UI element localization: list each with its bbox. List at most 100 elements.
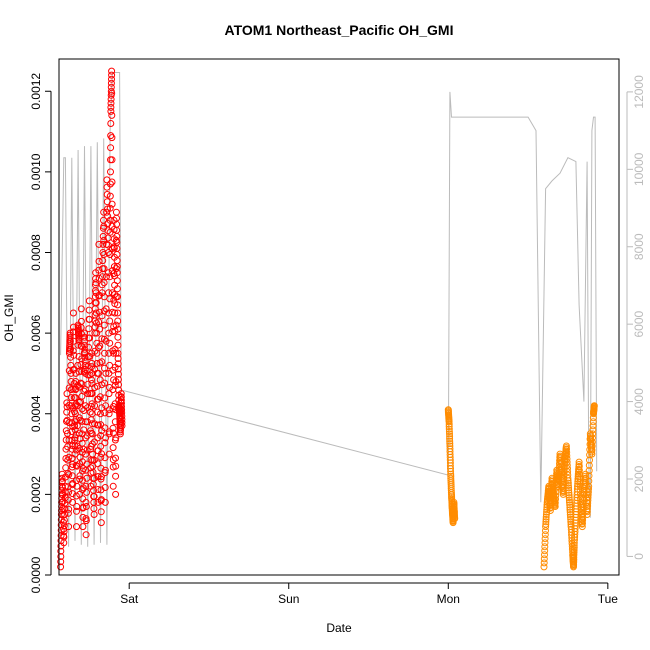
- series-1-point: [103, 208, 111, 216]
- y2-tick-label: 6000: [632, 310, 646, 337]
- series-2-point: [567, 518, 575, 526]
- series-2-point: [588, 442, 596, 450]
- series-1-point: [97, 519, 105, 527]
- series-2-point: [567, 520, 575, 528]
- series-1-point: [88, 390, 96, 398]
- series-2-point: [542, 527, 549, 535]
- series-2-point: [565, 491, 573, 499]
- series-1-point: [106, 317, 114, 325]
- series-1-point: [72, 369, 80, 377]
- series-1-point: [100, 321, 108, 329]
- series-1-point: [64, 483, 72, 491]
- series-1-point: [112, 434, 120, 442]
- series-1-point: [109, 444, 117, 452]
- series-1-point: [114, 370, 122, 378]
- series-1-point: [81, 361, 89, 369]
- series-2-point: [565, 494, 573, 502]
- series-1-point: [101, 394, 109, 402]
- series-1-point: [112, 454, 119, 462]
- series-2-point: [564, 479, 572, 487]
- series-2-point: [542, 511, 550, 518]
- series-1-point: [105, 450, 113, 458]
- series-1-point: [113, 269, 121, 277]
- series-1-point: [101, 349, 108, 357]
- series-2-point: [579, 516, 587, 524]
- series-2-point: [589, 422, 597, 430]
- series-2-point: [446, 432, 454, 440]
- series-1-point: [65, 488, 73, 496]
- series-1-point: [108, 200, 116, 208]
- y-axis-label: OH_GMI: [2, 294, 16, 341]
- series-1-point: [114, 376, 122, 383]
- series-1-point: [76, 435, 84, 443]
- series-2-point: [565, 489, 573, 497]
- series-2-point: [563, 458, 571, 466]
- series-1-point: [81, 353, 89, 361]
- series-1-point: [105, 329, 113, 337]
- series-2-point: [588, 438, 596, 446]
- series-1-point: [113, 285, 121, 293]
- series-1-point: [82, 498, 90, 506]
- series-1-point: [81, 333, 89, 341]
- series-2-point: [447, 467, 455, 475]
- series-1-point: [107, 168, 114, 176]
- series-1-point: [112, 208, 120, 216]
- series-1-point: [81, 345, 89, 353]
- series-1-point: [105, 410, 113, 418]
- series-1-point: [101, 439, 109, 447]
- series-2-point: [551, 503, 559, 510]
- series-1-point: [105, 269, 112, 277]
- series-2-point: [541, 531, 549, 539]
- series-2-point: [582, 470, 589, 478]
- series-1-point: [108, 75, 115, 83]
- series-1-point: [66, 329, 74, 337]
- series-1-point: [114, 325, 122, 333]
- series-1-point: [114, 333, 122, 341]
- series-2-point: [541, 551, 548, 559]
- series-1-point: [85, 297, 93, 305]
- series-1-point: [110, 263, 118, 271]
- series-2-point: [570, 558, 578, 566]
- series-2-point: [588, 446, 596, 454]
- series-1-point: [69, 309, 77, 317]
- series-1-point: [88, 376, 95, 384]
- series-1-point: [101, 484, 109, 491]
- series-2-point: [570, 546, 578, 554]
- series-1-point: [81, 341, 89, 349]
- series-2-point: [585, 477, 593, 485]
- series-1-point: [73, 422, 81, 430]
- series-2-point: [542, 520, 550, 528]
- series-1-point: [106, 216, 114, 224]
- series-1-point: [84, 390, 92, 398]
- series-1-point: [83, 460, 91, 468]
- series-2-point: [589, 418, 597, 426]
- series-1-point: [85, 343, 92, 351]
- series-2-point: [540, 559, 548, 567]
- series-1-point: [101, 409, 109, 417]
- series-1-point: [65, 471, 73, 479]
- series-2-point: [575, 458, 583, 466]
- series-1-point: [72, 446, 80, 454]
- series-1-point: [79, 523, 87, 531]
- series-1-point: [75, 368, 83, 376]
- series-1-point: [77, 317, 85, 325]
- series-1-point: [71, 450, 79, 458]
- series-2-point: [541, 543, 549, 551]
- series-1-point: [99, 240, 107, 248]
- series-2-point: [447, 488, 455, 496]
- points-layer: [57, 67, 598, 571]
- series-1-point: [114, 365, 122, 373]
- series-1-point: [65, 384, 73, 392]
- series-1-point: [83, 488, 91, 496]
- series-2-point: [541, 547, 549, 555]
- series-2-point: [565, 484, 573, 492]
- series-1-point: [110, 244, 118, 252]
- y2-tick-label: 8000: [632, 233, 646, 260]
- series-1-point: [106, 192, 114, 200]
- series-2-point: [566, 498, 573, 506]
- series-1-point: [108, 67, 116, 75]
- series-1-point: [82, 517, 90, 525]
- series-1-point: [84, 371, 92, 379]
- series-1-point: [112, 321, 120, 329]
- series-2-point: [575, 465, 583, 473]
